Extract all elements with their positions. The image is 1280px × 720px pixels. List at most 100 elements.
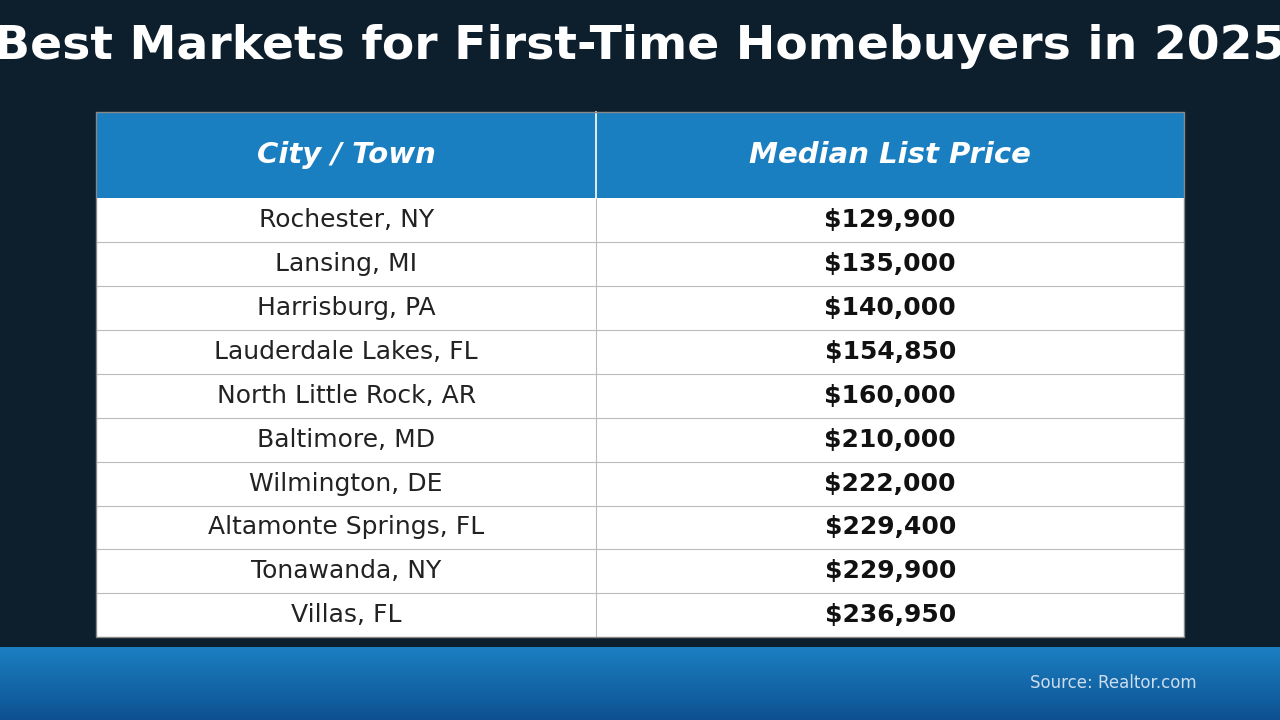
Bar [0,696,1280,698]
Bar [0,669,1280,670]
Bar [0,705,1280,706]
Bar [0,665,1280,667]
Bar [0,670,1280,671]
Bar [0,691,1280,693]
Bar [0,688,1280,690]
Bar [0,674,1280,676]
Bar [0,719,1280,720]
Text: $135,000: $135,000 [824,252,956,276]
Bar [0,668,1280,670]
Text: $229,900: $229,900 [824,559,956,583]
Bar [96,112,1184,198]
Bar [96,112,1184,637]
Bar [0,681,1280,683]
Text: $160,000: $160,000 [824,384,956,408]
Bar [0,684,1280,685]
Bar [0,690,1280,692]
Text: Tonawanda, NY: Tonawanda, NY [251,559,442,583]
Bar [0,700,1280,701]
Bar [0,706,1280,707]
Bar [0,697,1280,698]
Text: Altamonte Springs, FL: Altamonte Springs, FL [209,516,484,539]
Text: Best Markets for First-Time Homebuyers in 2025: Best Markets for First-Time Homebuyers i… [0,24,1280,69]
Bar [0,650,1280,652]
Bar [0,703,1280,705]
Bar [0,672,1280,673]
Bar [0,667,1280,669]
Bar [0,698,1280,700]
Bar [0,662,1280,663]
Bar [0,683,1280,685]
Bar [0,688,1280,690]
Bar [0,648,1280,649]
Bar [0,677,1280,678]
Bar [0,698,1280,699]
Bar [0,717,1280,719]
Text: $210,000: $210,000 [824,428,956,451]
Bar [0,716,1280,717]
Bar [0,714,1280,716]
Bar [0,709,1280,711]
Bar [0,666,1280,668]
Bar [0,657,1280,658]
Bar [0,701,1280,703]
Bar [0,661,1280,662]
Bar [0,679,1280,680]
Bar [96,112,1184,637]
Bar [0,708,1280,709]
Bar [0,693,1280,694]
Bar [0,673,1280,675]
Text: $236,950: $236,950 [824,603,956,627]
Text: $229,400: $229,400 [824,516,956,539]
Text: Lauderdale Lakes, FL: Lauderdale Lakes, FL [215,340,477,364]
Bar [0,710,1280,712]
Bar [0,701,1280,702]
Bar [0,649,1280,651]
Bar [0,671,1280,672]
Bar [0,658,1280,660]
Bar [0,680,1280,681]
Bar [0,654,1280,656]
Text: Wilmington, DE: Wilmington, DE [250,472,443,495]
Bar [0,708,1280,710]
Bar [0,676,1280,678]
Text: Villas, FL: Villas, FL [291,603,402,627]
Bar [0,660,1280,662]
Bar [0,711,1280,713]
Bar [0,657,1280,659]
Text: Harrisburg, PA: Harrisburg, PA [257,296,435,320]
Bar [0,693,1280,695]
Text: Baltimore, MD: Baltimore, MD [257,428,435,451]
Bar [0,652,1280,654]
Bar [0,662,1280,664]
Bar [0,716,1280,719]
Text: Median List Price: Median List Price [749,141,1032,169]
Bar [0,702,1280,704]
Bar [0,680,1280,683]
Bar [0,652,1280,654]
Text: Rochester, NY: Rochester, NY [259,208,434,233]
Text: Source: Realtor.com: Source: Realtor.com [1030,674,1197,691]
Text: $140,000: $140,000 [824,296,956,320]
Text: $154,850: $154,850 [824,340,956,364]
Bar [0,712,1280,714]
Text: $222,000: $222,000 [824,472,956,495]
Bar [0,707,1280,708]
Bar [0,690,1280,691]
Bar [0,654,1280,655]
Bar [0,685,1280,687]
Text: $129,900: $129,900 [824,208,956,233]
Bar [0,665,1280,666]
Bar [0,675,1280,677]
Bar [0,683,1280,684]
Bar [0,695,1280,697]
Bar [0,687,1280,688]
Bar [0,647,1280,649]
Bar [0,664,1280,665]
Bar [0,704,1280,706]
Bar [0,655,1280,657]
Bar [0,715,1280,716]
Bar [0,659,1280,661]
Text: Lansing, MI: Lansing, MI [275,252,417,276]
Bar [0,651,1280,652]
